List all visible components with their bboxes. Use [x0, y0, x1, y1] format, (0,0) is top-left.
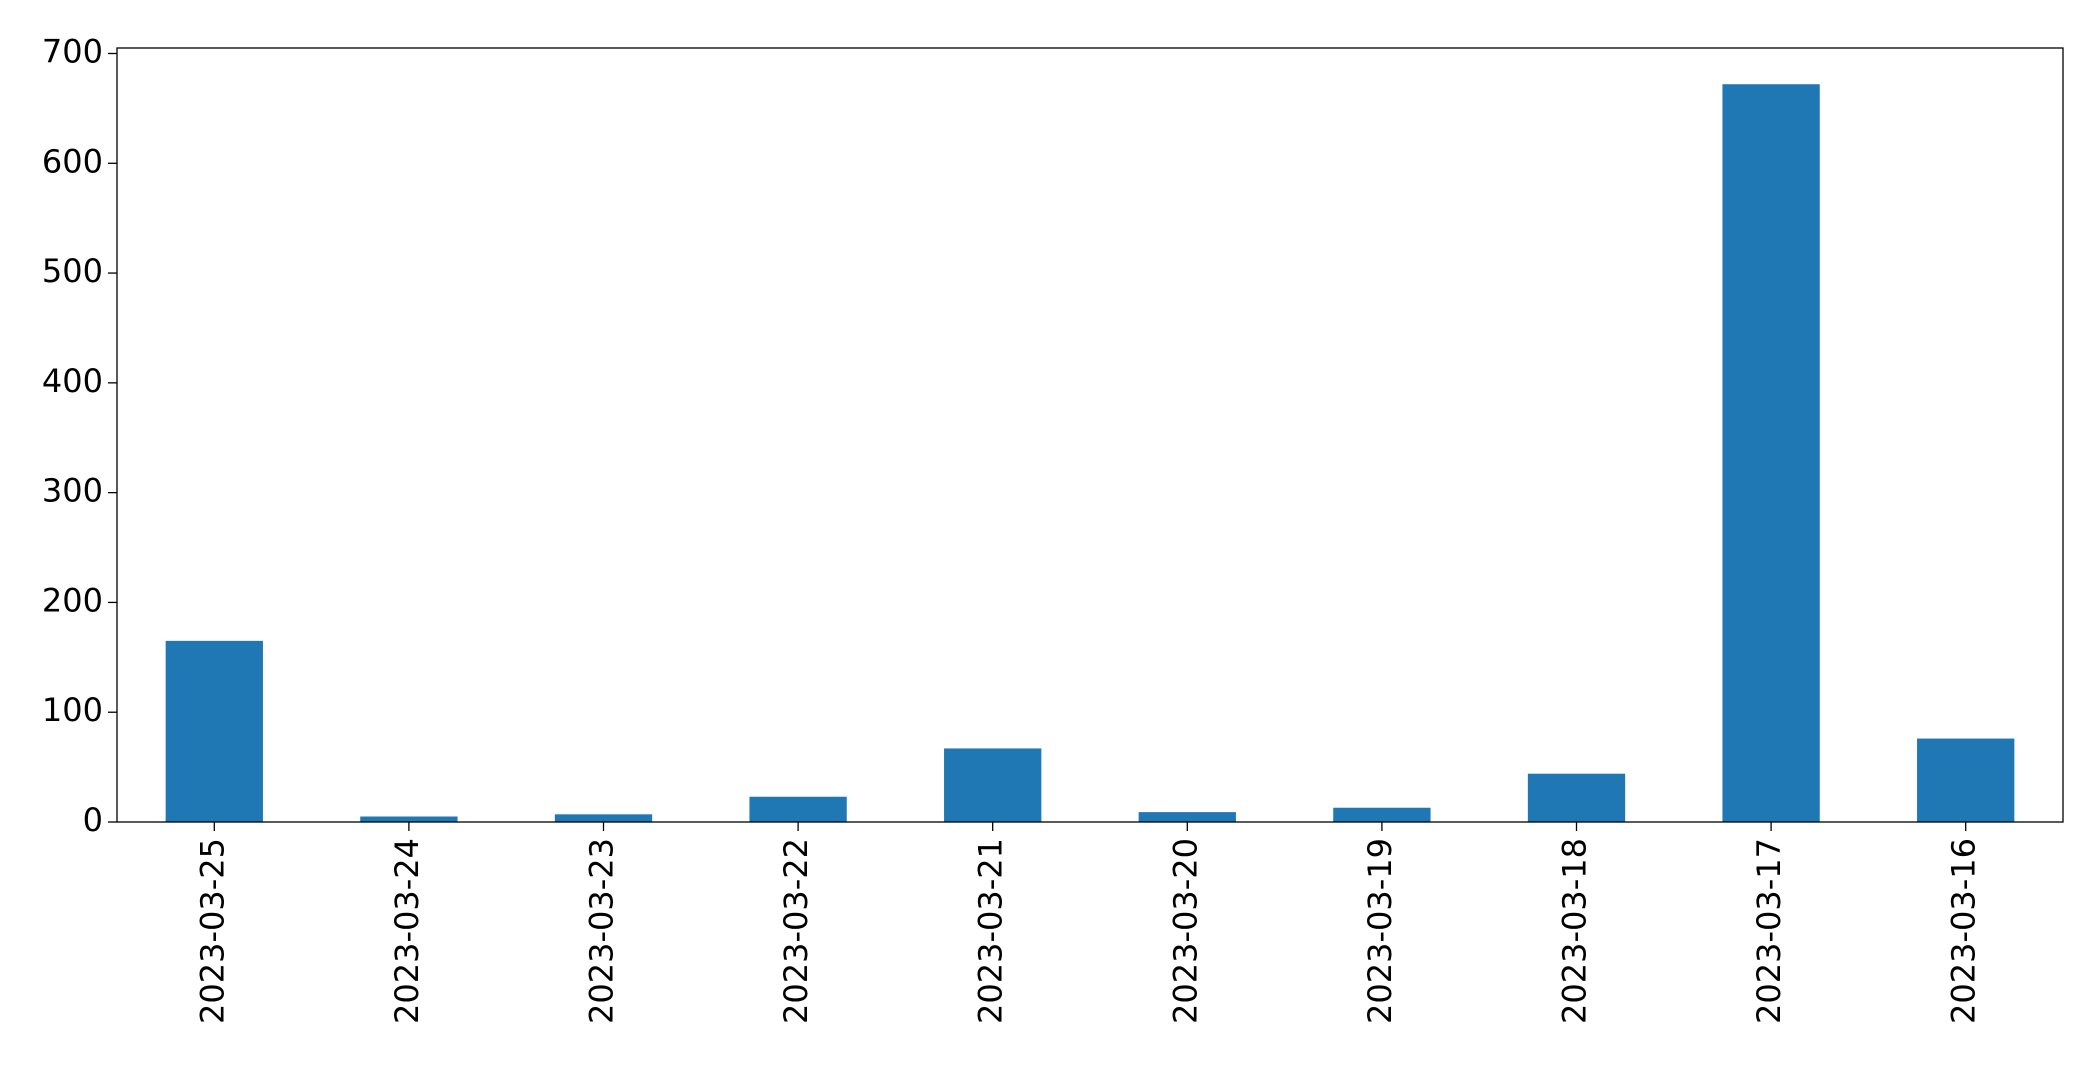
x-tick-label: 2023-03-17: [1750, 838, 1788, 1024]
bar: [944, 748, 1042, 822]
y-tick-label: 400: [42, 362, 103, 400]
plot-frame: [116, 47, 2064, 823]
y-tick-label: 500: [42, 252, 103, 290]
x-tick-label: 2023-03-19: [1361, 838, 1399, 1024]
x-tick-label: 2023-03-20: [1166, 838, 1204, 1024]
bar: [1527, 773, 1626, 822]
y-tick-label: 200: [42, 581, 103, 619]
bar: [1333, 807, 1431, 822]
x-tick-label: 2023-03-16: [1945, 838, 1983, 1024]
bar: [1917, 738, 2015, 822]
y-tick-label: 600: [42, 142, 103, 180]
y-tick-label: 700: [42, 32, 103, 70]
bar: [360, 816, 458, 822]
x-tick-label: 2023-03-18: [1556, 838, 1594, 1024]
x-tick-label: 2023-03-24: [388, 838, 426, 1024]
y-tick-label: 300: [42, 472, 103, 510]
x-tick-label: 2023-03-21: [972, 838, 1010, 1024]
bar: [749, 796, 847, 822]
x-tick-label: 2023-03-23: [583, 838, 621, 1024]
x-tick-label: 2023-03-22: [777, 838, 815, 1024]
bar: [165, 640, 263, 822]
x-tick-label: 2023-03-25: [193, 838, 231, 1024]
bar: [1138, 812, 1236, 822]
bar: [1722, 84, 1820, 822]
bar: [554, 814, 653, 822]
y-tick-label: 100: [42, 691, 103, 729]
y-tick-label: 0: [83, 801, 103, 839]
